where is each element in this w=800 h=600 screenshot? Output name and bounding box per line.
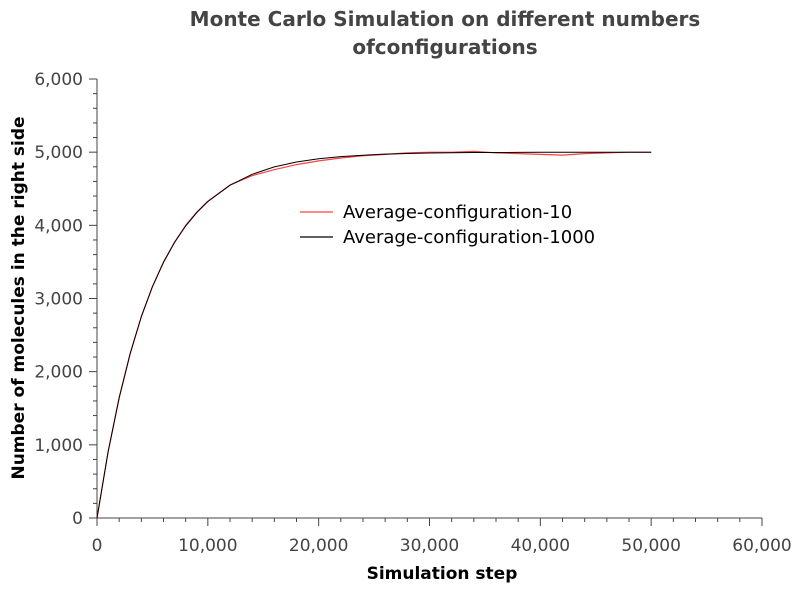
x-tick-label: 60,000 [732, 536, 791, 556]
x-tick-label: 30,000 [400, 536, 459, 556]
x-tick-label: 20,000 [289, 536, 348, 556]
y-tick-label: 1,000 [34, 436, 83, 456]
x-tick-label: 10,000 [178, 536, 237, 556]
y-tick-label: 6,000 [34, 70, 83, 90]
legend-label-2: Average-configuration-1000 [343, 227, 595, 248]
series-line-2 [96, 151, 652, 519]
chart-title-line-2: ofconfigurations [352, 35, 538, 59]
y-tick-label: 2,000 [34, 363, 83, 383]
y-tick-label: 5,000 [34, 143, 83, 163]
x-tick-label: 50,000 [621, 536, 680, 556]
x-tick-label: 0 [92, 536, 103, 556]
y-tick-label: 3,000 [34, 290, 83, 310]
chart-title-line-1: Monte Carlo Simulation on different numb… [189, 7, 701, 31]
y-tick-label: 4,000 [34, 216, 83, 236]
y-tick-label: 0 [72, 509, 83, 529]
x-axis-label: Simulation step [367, 564, 518, 584]
x-tick-label: 40,000 [511, 536, 570, 556]
y-axis-label: Number of molecules in the right side [9, 116, 29, 479]
legend-label-1: Average-configuration-10 [343, 202, 572, 223]
